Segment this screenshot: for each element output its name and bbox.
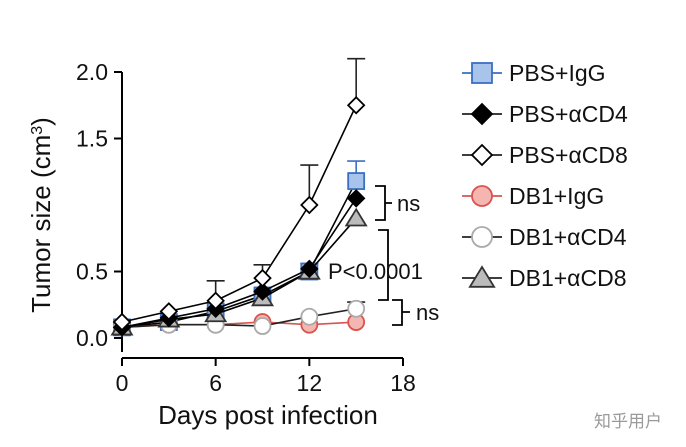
data-point: [253, 317, 272, 335]
ns-bottom-label: ns: [416, 300, 439, 325]
x-tick-label: 0: [116, 370, 129, 396]
legend-item: DB1+αCD8: [462, 265, 626, 291]
pvalue-bracket: [378, 229, 389, 301]
data-point: [347, 172, 366, 190]
data-point: [346, 189, 366, 208]
data-point: [159, 302, 179, 321]
ns-top-label: ns: [397, 191, 420, 216]
y-tick-label: 0.5: [76, 259, 108, 285]
significance-brackets: ns P<0.0001 ns: [328, 185, 439, 326]
legend: PBS+IgG PBS+αCD4 PBS+αCD8 DB1+IgG DB1+αCD4 DB…: [462, 60, 628, 291]
y-tick-label: 0.0: [76, 325, 108, 351]
x-ticks: 0 6 12 18: [116, 358, 416, 396]
y-axis-title-close: ): [26, 117, 56, 126]
legend-label: DB1+IgG: [509, 183, 604, 209]
data-point: [206, 291, 225, 311]
series-layer: [110, 57, 368, 337]
y-tick-label: 2.0: [76, 59, 108, 85]
y-axis-title: Tumor size (cm3): [26, 117, 56, 313]
legend-label: DB1+αCD8: [509, 265, 626, 291]
legend-item: DB1+IgG: [462, 183, 604, 209]
y-ticks: 0.0 0.5 1.5 2.0: [76, 59, 122, 351]
legend-label: PBS+αCD8: [509, 142, 628, 168]
series-pbs-igg: [113, 160, 366, 337]
legend-label: DB1+αCD4: [509, 224, 627, 250]
series-pbs-cd8: [112, 57, 366, 332]
pvalue-label: P<0.0001: [328, 259, 423, 284]
data-point: [300, 259, 319, 279]
x-tick-label: 18: [390, 370, 416, 396]
legend-item: PBS+αCD8: [462, 142, 628, 168]
data-point: [344, 207, 368, 227]
ns-top-bracket: [375, 185, 392, 221]
legend-marker: [470, 102, 494, 126]
legend-marker: [470, 143, 494, 167]
y-tick-label: 1.5: [76, 126, 108, 152]
legend-item: DB1+αCD4: [462, 224, 627, 250]
y-axis-title-sup: 3: [29, 126, 46, 135]
x-tick-label: 12: [297, 370, 323, 396]
axes: [121, 72, 403, 359]
data-point: [347, 299, 366, 318]
legend-label: PBS+αCD4: [509, 101, 628, 127]
data-point: [253, 268, 272, 288]
legend-marker: [468, 265, 496, 288]
data-point: [300, 195, 319, 215]
x-axis-title: Days post infection: [158, 400, 378, 430]
series-line: [121, 197, 357, 329]
watermark: 知乎用户: [594, 412, 662, 432]
legend-marker: [471, 62, 493, 84]
data-point: [300, 307, 319, 326]
data-point: [346, 95, 366, 115]
legend-marker: [471, 185, 493, 207]
legend-item: PBS+αCD4: [462, 101, 628, 127]
y-axis-title-main: Tumor size (cm: [26, 135, 56, 313]
legend-marker: [471, 226, 493, 248]
data-point: [253, 282, 272, 301]
series-line: [121, 217, 357, 329]
legend-label: PBS+IgG: [509, 60, 606, 86]
legend-item: PBS+IgG: [462, 60, 606, 86]
series-line: [121, 104, 357, 323]
x-tick-label: 6: [209, 370, 222, 396]
data-point: [112, 312, 132, 332]
ns-bottom-bracket: [392, 299, 410, 326]
